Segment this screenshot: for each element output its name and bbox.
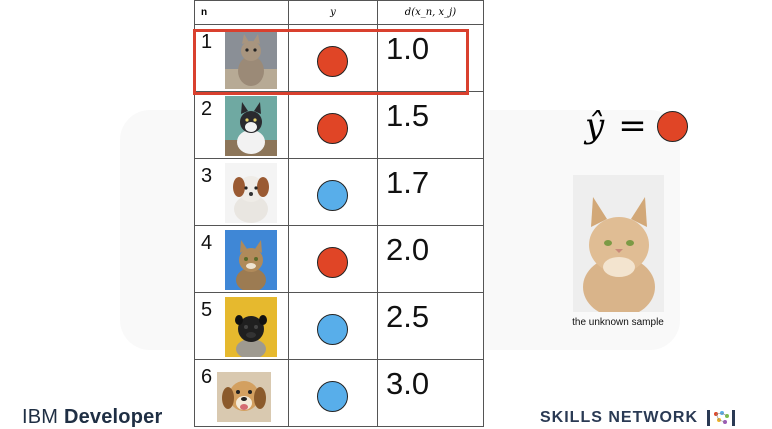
predicted-red-dot bbox=[656, 110, 688, 142]
header-distance: d(x_n, x_j) bbox=[377, 0, 484, 25]
distance-value: 1.5 bbox=[386, 98, 430, 133]
label-red-dot bbox=[317, 113, 348, 144]
unknown-cat-photo bbox=[573, 175, 664, 312]
row-index: 4 bbox=[201, 232, 213, 254]
table-row: 2 1.5 bbox=[194, 91, 484, 159]
distance-value: 2.5 bbox=[386, 299, 430, 334]
dog-photo-5 bbox=[225, 297, 277, 357]
prediction-equation: ŷ = bbox=[585, 104, 688, 148]
label-blue-dot bbox=[317, 314, 348, 345]
developer-text: Developer bbox=[63, 406, 163, 428]
dog-photo-6 bbox=[217, 372, 271, 422]
cat-photo-1 bbox=[225, 29, 277, 89]
distance-value: 2.0 bbox=[386, 232, 430, 267]
table-row: 1 1.0 bbox=[194, 24, 484, 92]
table-row: 5 2.5 bbox=[194, 292, 484, 360]
cat-photo-2 bbox=[225, 96, 277, 156]
label-red-dot bbox=[317, 46, 348, 77]
header-y: y bbox=[288, 0, 378, 25]
neighbors-table: n y d(x_n, x_j) 1 1.0 2 1.5 3 bbox=[194, 0, 484, 427]
row-index: 6 bbox=[201, 366, 213, 388]
sample-caption: the unknown sample bbox=[572, 317, 664, 328]
header-n: n bbox=[194, 0, 289, 25]
distance-value: 1.0 bbox=[386, 31, 430, 66]
distance-value: 3.0 bbox=[386, 366, 430, 401]
equals-sign: = bbox=[618, 106, 647, 146]
table-header-row: n y d(x_n, x_j) bbox=[194, 0, 484, 25]
skills-network-logo: SKILLS NETWORK bbox=[540, 408, 736, 428]
cat-photo-4 bbox=[225, 230, 277, 290]
row-index: 2 bbox=[201, 98, 213, 120]
label-red-dot bbox=[317, 247, 348, 278]
label-blue-dot bbox=[317, 180, 348, 211]
row-index: 1 bbox=[201, 31, 213, 53]
ibm-text: IBM bbox=[22, 406, 59, 428]
label-blue-dot bbox=[317, 381, 348, 412]
table-row: 4 2.0 bbox=[194, 225, 484, 293]
y-hat-symbol: ŷ bbox=[585, 106, 605, 146]
book-network-icon bbox=[707, 410, 735, 426]
table-row: 6 3.0 bbox=[194, 359, 484, 427]
skills-network-text: SKILLS NETWORK bbox=[540, 409, 698, 426]
row-index: 3 bbox=[201, 165, 213, 187]
distance-value: 1.7 bbox=[386, 165, 430, 200]
dog-photo-3 bbox=[225, 163, 277, 223]
row-index: 5 bbox=[201, 299, 213, 321]
ibm-developer-logo: IBM Developer bbox=[22, 406, 162, 429]
table-row: 3 1.7 bbox=[194, 158, 484, 226]
